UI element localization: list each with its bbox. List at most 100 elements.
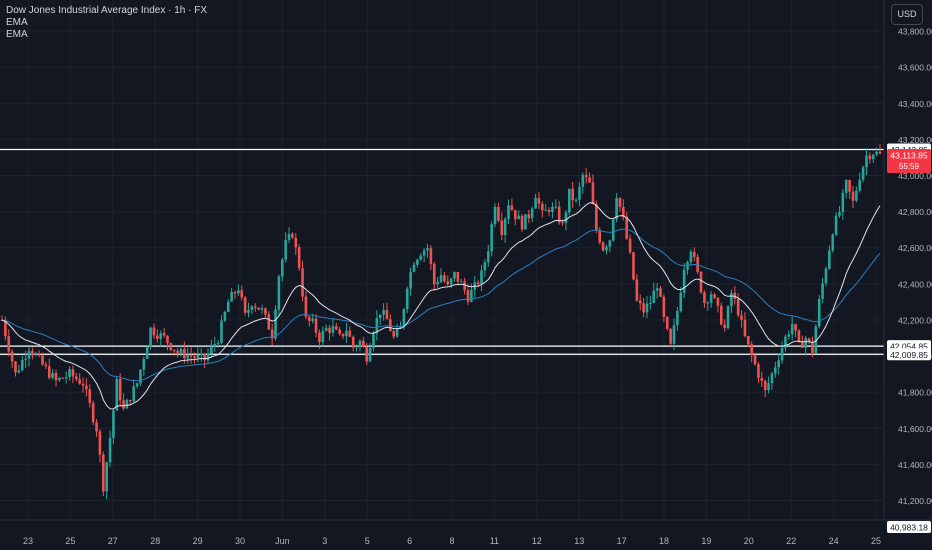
candle-body xyxy=(706,302,710,304)
last-price-badge xyxy=(887,148,931,173)
price-tick-label: 42,400.00 xyxy=(898,279,932,289)
candle-body xyxy=(277,276,281,310)
currency-button[interactable]: USD xyxy=(891,4,923,25)
time-tick-label: 18 xyxy=(659,536,669,546)
candle-body xyxy=(568,188,571,213)
candle-body xyxy=(321,330,325,343)
candle-body xyxy=(601,242,605,251)
candle-body xyxy=(554,206,558,208)
candle-body xyxy=(226,301,230,313)
candle-body xyxy=(129,399,132,402)
candle-body xyxy=(20,359,24,371)
time-tick-label: 22 xyxy=(786,536,796,546)
time-tick-label: 29 xyxy=(193,536,203,546)
symbol-title[interactable]: Dow Jones Industrial Average Index · 1h … xyxy=(6,5,208,16)
candle-body xyxy=(240,290,244,298)
candle-body xyxy=(757,364,760,379)
candle-body xyxy=(564,212,568,223)
price-tick-label: 41,600.00 xyxy=(898,424,932,434)
low-price-badge xyxy=(887,521,931,533)
candle-body xyxy=(102,454,105,492)
candle-body xyxy=(122,400,125,409)
candle-body xyxy=(142,358,146,370)
candle-body xyxy=(311,318,314,321)
candle-body xyxy=(665,316,669,329)
time-tick-label: Jun xyxy=(275,536,290,546)
candle-body xyxy=(645,303,649,313)
candle-body xyxy=(747,336,750,345)
candle-body xyxy=(743,319,747,337)
candle-body xyxy=(402,309,406,328)
candle-body xyxy=(149,327,152,347)
candle-body xyxy=(638,300,642,304)
candle-body xyxy=(797,330,801,342)
candle-body xyxy=(253,306,257,308)
candle-body xyxy=(230,292,233,302)
candle-body xyxy=(625,216,629,239)
candle-body xyxy=(196,354,200,358)
candle-body xyxy=(628,238,632,253)
candle-body xyxy=(510,205,514,211)
candle-body xyxy=(399,327,402,329)
ema-indicator-label[interactable]: EMA xyxy=(6,29,28,40)
candle-body xyxy=(115,378,119,411)
candle-body xyxy=(770,373,774,384)
candle-body xyxy=(81,383,85,386)
candle-body xyxy=(699,271,703,293)
level-price-badge xyxy=(887,348,931,361)
price-tick-label: 41,200.00 xyxy=(898,496,932,506)
candle-body xyxy=(68,369,71,377)
candle-body xyxy=(679,292,683,312)
candle-body xyxy=(274,309,277,339)
candle-body xyxy=(291,233,294,238)
candle-body xyxy=(233,292,237,294)
candle-body xyxy=(547,209,551,213)
candle-body xyxy=(375,318,379,334)
candle-body xyxy=(429,248,433,264)
candle-body xyxy=(132,386,135,402)
candle-body xyxy=(659,288,662,297)
candle-body xyxy=(74,376,78,380)
candle-body xyxy=(598,229,602,243)
candle-body xyxy=(37,354,41,356)
candle-body xyxy=(719,305,723,325)
candle-body xyxy=(139,369,142,384)
candle-body xyxy=(480,270,483,285)
candle-body xyxy=(456,272,460,282)
candle-body xyxy=(615,197,618,220)
candle-body xyxy=(875,151,878,155)
price-tick-label: 42,200.00 xyxy=(898,315,932,325)
candle-body xyxy=(736,299,740,316)
candle-body xyxy=(527,214,531,219)
candle-body xyxy=(183,348,186,359)
candle-body xyxy=(355,346,358,348)
time-tick-label: 30 xyxy=(235,536,245,546)
candle-body xyxy=(409,271,412,289)
time-axis[interactable]: 23 25 27 28 29 30 Jun 3 5 6 8 11 12 13 17 18 19 20 22 24 25 xyxy=(23,536,881,546)
candle-body xyxy=(446,281,450,285)
candle-body xyxy=(868,155,872,160)
candle-body xyxy=(324,327,328,331)
candle-body xyxy=(213,344,217,347)
candle-body xyxy=(723,324,726,329)
ema-indicator-label[interactable]: EMA xyxy=(6,17,28,28)
price-tick-label: 42,600.00 xyxy=(898,243,932,253)
candle-body xyxy=(112,410,115,438)
candle-body xyxy=(17,370,21,373)
candle-body xyxy=(24,358,27,360)
candle-body xyxy=(216,342,220,345)
candle-body xyxy=(642,303,645,313)
candle-body xyxy=(821,283,824,299)
candle-body xyxy=(54,373,58,381)
candle-body xyxy=(618,197,622,207)
candle-body xyxy=(578,186,581,200)
candle-body xyxy=(257,307,260,310)
candle-body xyxy=(767,383,770,391)
candle-body xyxy=(426,248,429,251)
candle-body xyxy=(10,351,14,362)
candle-body xyxy=(85,385,88,390)
candle-body xyxy=(730,292,733,307)
candle-body xyxy=(801,341,804,348)
